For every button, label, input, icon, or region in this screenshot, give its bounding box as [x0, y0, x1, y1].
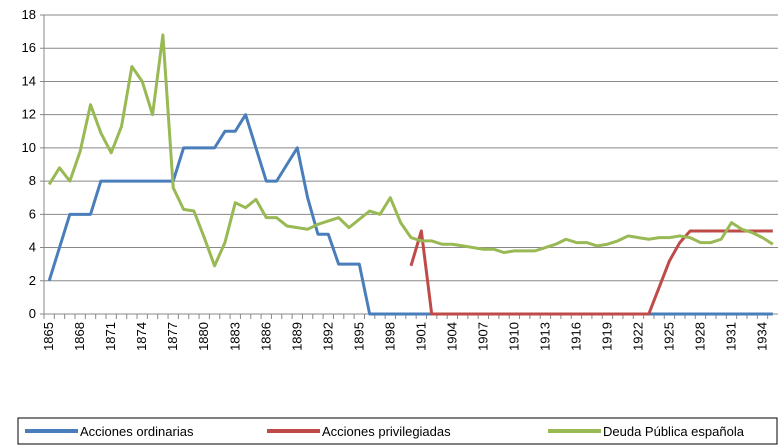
x-tick-label: 1901 — [413, 322, 428, 351]
x-tick-label: 1865 — [41, 322, 56, 351]
x-tick-label: 1868 — [72, 322, 87, 351]
series-line — [47, 33, 774, 268]
x-tick-label: 1925 — [661, 322, 676, 351]
x-tick-label: 1892 — [320, 322, 335, 351]
x-tick-label: 1904 — [444, 322, 459, 351]
y-tick-label: 16 — [22, 40, 36, 55]
x-tick-label: 1880 — [196, 322, 211, 351]
series-line — [47, 113, 773, 316]
y-tick-label: 4 — [29, 240, 36, 255]
x-tick-label: 1874 — [134, 322, 149, 351]
x-tick-label: 1916 — [568, 322, 583, 351]
x-tick-label: 1895 — [351, 322, 366, 351]
y-tick-label: 0 — [29, 306, 36, 321]
y-tick-label: 2 — [29, 273, 36, 288]
x-tick-label: 1919 — [599, 322, 614, 351]
x-tick-label: 1886 — [258, 322, 273, 351]
legend-box — [17, 417, 778, 445]
x-tick-label: 1907 — [475, 322, 490, 351]
x-tick-label: 1871 — [103, 322, 118, 351]
x-tick-label: 1913 — [537, 322, 552, 351]
y-tick-label: 8 — [29, 173, 36, 188]
y-tick-label: 18 — [22, 7, 36, 22]
x-tick-label: 1910 — [506, 322, 521, 351]
legend-label: Deuda Pública española — [603, 424, 745, 439]
x-tick-label: 1934 — [754, 322, 769, 351]
x-tick-label: 1898 — [382, 322, 397, 351]
x-tick-label: 1922 — [630, 322, 645, 351]
y-tick-label: 10 — [22, 140, 36, 155]
x-tick-label: 1928 — [692, 322, 707, 351]
y-tick-label: 12 — [22, 107, 36, 122]
x-tick-label: 1883 — [227, 322, 242, 351]
y-tick-label: 6 — [29, 206, 36, 221]
legend-label: Acciones privilegiadas — [322, 424, 451, 439]
series-line — [409, 229, 773, 316]
x-tick-label: 1931 — [723, 322, 738, 351]
x-tick-label: 1877 — [165, 322, 180, 351]
x-tick-label: 1889 — [289, 322, 304, 351]
legend-label: Acciones ordinarias — [80, 424, 194, 439]
y-tick-label: 14 — [22, 73, 36, 88]
